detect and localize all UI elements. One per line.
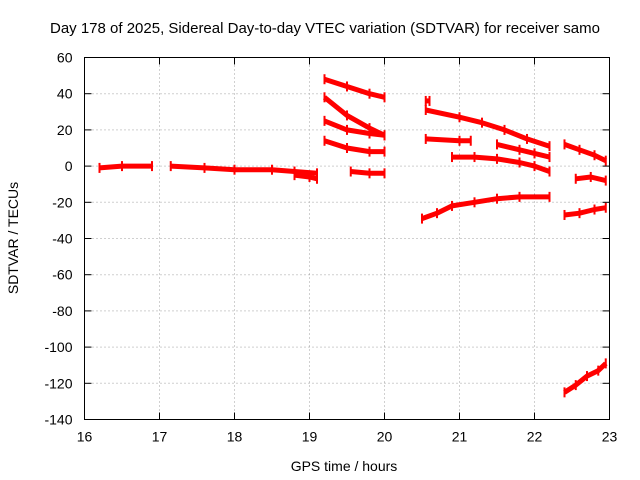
x-tick-label: 17: [152, 429, 168, 445]
series-arc-12: [451, 152, 551, 177]
y-tick-label: -80: [52, 303, 72, 319]
series-arc-13: [496, 139, 551, 163]
series-line-arc-7: [323, 138, 385, 155]
series-line-arc-10: [425, 107, 551, 149]
series-line-arc-14: [421, 194, 550, 221]
series-line-arc-6: [323, 118, 385, 138]
x-tick-labels: 16 17 18 19 20 21 22 23: [77, 429, 618, 445]
series-arc-14: [421, 191, 551, 224]
x-tick-label: 21: [452, 429, 468, 445]
series-arc-4: [323, 74, 386, 103]
chart-title: Day 178 of 2025, Sidereal Day-to-day VTE…: [50, 20, 600, 37]
series-line-arc-12: [452, 154, 551, 174]
x-tick-label: 18: [227, 429, 243, 445]
series-arc-6: [323, 115, 386, 141]
axis-ticks: [84, 57, 610, 420]
x-tick-label: 23: [602, 429, 618, 445]
series-arc-1: [98, 161, 153, 173]
series-line-arc-4: [323, 76, 386, 100]
series-line-arc-1: [99, 163, 152, 171]
y-tick-label: 20: [57, 122, 73, 138]
series-arc-9: [424, 95, 431, 106]
y-tick-label: 60: [57, 50, 73, 66]
series-arc-16: [574, 171, 607, 186]
y-tick-label: -140: [44, 412, 72, 428]
series-line-arc-5: [322, 95, 386, 138]
y-tick-labels: 60 40 20 0 -20 -40 -60 -80 -100 -120 -140: [44, 50, 72, 428]
x-tick-label: 22: [527, 429, 543, 445]
y-tick-label: -60: [52, 267, 72, 283]
x-tick-label: 20: [377, 429, 393, 445]
series-arc-15: [563, 139, 607, 166]
series-line-arc-2: [170, 163, 318, 176]
series-arc-7: [323, 135, 386, 157]
series-layer: [98, 74, 608, 398]
series-arc-11: [424, 133, 472, 146]
series-arc-18: [563, 358, 608, 398]
series-line-arc-3: [294, 172, 318, 182]
series-arc-17: [563, 202, 607, 220]
x-tick-label: 16: [77, 429, 93, 445]
y-tick-label: -120: [44, 375, 72, 391]
x-tick-label: 19: [302, 429, 318, 445]
y-tick-label: -20: [52, 194, 72, 210]
x-axis-label: GPS time / hours: [291, 458, 398, 474]
y-tick-label: -40: [52, 231, 72, 247]
series-arc-3: [293, 170, 318, 184]
y-axis-label: SDTVAR / TECUs: [5, 182, 21, 294]
series-line-arc-8: [350, 169, 385, 176]
series-arc-10: [424, 104, 551, 152]
series-line-arc-18: [563, 361, 608, 395]
series-line-arc-15: [563, 142, 607, 163]
series-line-arc-17: [564, 205, 607, 218]
series-arc-8: [349, 166, 386, 179]
series-line-arc-13: [496, 141, 551, 160]
y-tick-label: 0: [65, 158, 73, 174]
y-tick-label: -100: [44, 339, 72, 355]
y-tick-label: 40: [57, 86, 73, 102]
series-line-arc-11: [425, 136, 471, 144]
